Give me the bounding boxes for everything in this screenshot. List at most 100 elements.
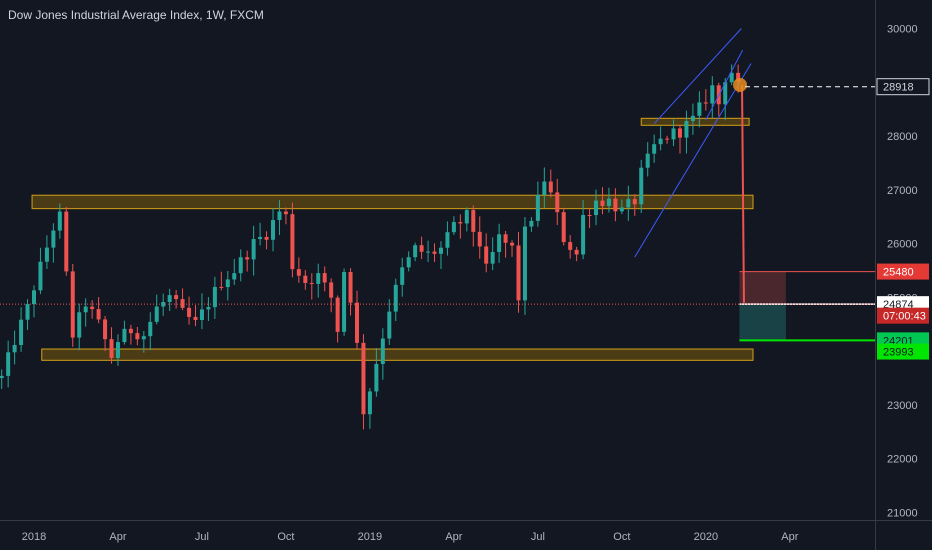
candle-body: [245, 257, 250, 260]
price-tick-label: 26000: [887, 239, 918, 251]
candle-body: [632, 199, 637, 205]
candle-body: [335, 297, 340, 332]
candle-body: [529, 220, 534, 227]
price-label-box: [877, 343, 929, 360]
candle-body: [555, 192, 560, 213]
drawings-layer: [634, 28, 875, 303]
candle-body: [322, 273, 327, 283]
candle-body: [548, 181, 553, 193]
candle-body: [361, 342, 366, 415]
candle-body: [174, 295, 179, 300]
candle-body: [535, 194, 540, 221]
candle-body: [522, 226, 527, 301]
candle-body: [77, 312, 82, 338]
time-tick-label: Jul: [531, 531, 545, 543]
candle-body: [187, 307, 192, 317]
time-tick-label: 2018: [22, 531, 46, 543]
price-tick-label: 22000: [887, 454, 918, 466]
candle-body: [167, 295, 172, 303]
candle-body: [290, 214, 295, 270]
candle-body: [193, 316, 198, 321]
candle-body: [497, 234, 502, 252]
candle-body: [652, 144, 657, 154]
candle-body: [64, 211, 69, 272]
candle-body: [426, 251, 431, 253]
support-resistance-zone: [41, 348, 754, 361]
candle-body: [471, 210, 476, 232]
price-label: 28918: [883, 82, 914, 94]
candle-body: [736, 72, 741, 82]
candle-body: [154, 306, 159, 322]
candle-body: [329, 282, 334, 298]
time-tick-label: 2020: [694, 531, 718, 543]
time-tick-label: Apr: [445, 531, 462, 543]
candle-body: [367, 391, 372, 415]
candle-body: [432, 251, 437, 254]
trend-channel-line: [653, 28, 742, 125]
candle-body: [283, 211, 288, 215]
candle-body: [199, 309, 204, 321]
support-resistance-zone: [640, 117, 750, 126]
price-label-box: [877, 307, 929, 324]
candle-body: [413, 245, 418, 258]
time-tick-label: Oct: [613, 531, 630, 543]
candles-layer: [0, 64, 741, 430]
candle-body: [619, 207, 624, 212]
price-label-box: [876, 78, 930, 96]
candle-body: [103, 319, 108, 340]
candle-body: [561, 212, 566, 243]
candle-body: [355, 302, 359, 343]
candle-body: [387, 311, 392, 339]
candle-body: [0, 375, 4, 379]
candle-body: [251, 239, 256, 260]
candle-body: [516, 245, 521, 301]
candle-body: [684, 121, 689, 138]
trend-channel-line: [705, 49, 744, 121]
candle-body: [438, 247, 443, 254]
candle-body: [258, 236, 263, 240]
candle-body: [703, 102, 708, 104]
price-label-box: [877, 263, 929, 280]
candle-body: [510, 242, 515, 246]
candle-body: [458, 222, 463, 224]
candle-body: [135, 333, 140, 340]
candle-body: [445, 232, 450, 248]
candle-body: [238, 257, 243, 274]
candle-body: [309, 282, 314, 284]
candle-body: [348, 272, 353, 303]
candle-body: [729, 72, 734, 83]
price-label: 25480: [883, 267, 914, 279]
candle-body: [161, 302, 166, 307]
candle-body: [232, 273, 237, 280]
candle-body: [400, 267, 405, 285]
candle-body: [12, 344, 17, 353]
price-tick-label: 28000: [887, 131, 918, 143]
candle-body: [606, 198, 611, 206]
candle-body: [303, 275, 308, 283]
stop-loss-box: [739, 271, 786, 305]
candle-body: [83, 306, 88, 313]
candle-body: [600, 200, 605, 206]
candle-body: [464, 210, 469, 224]
candle-body: [122, 328, 127, 343]
candle-body: [51, 230, 56, 248]
candle-body: [568, 242, 573, 250]
candle-body: [57, 211, 62, 231]
marker-dot: [733, 77, 748, 92]
take-profit-box: [739, 304, 786, 341]
candle-body: [658, 138, 663, 145]
time-axis: 2018 Apr Jul Oct 2019 Apr Jul Oct 2020 Apr: [0, 520, 932, 543]
candle-body: [109, 339, 114, 358]
price-label: 23993: [883, 347, 914, 359]
price-label: 07:00:43: [883, 311, 926, 323]
candle-body: [723, 82, 728, 105]
candle-body: [380, 338, 385, 364]
candle-body: [393, 284, 398, 312]
candle-body: [115, 342, 120, 358]
chart-title: Dow Jones Industrial Average Index, 1W, …: [8, 8, 264, 22]
candle-body: [264, 236, 269, 240]
candle-body: [587, 214, 592, 216]
candle-body: [503, 234, 508, 243]
candle-body: [316, 273, 321, 284]
